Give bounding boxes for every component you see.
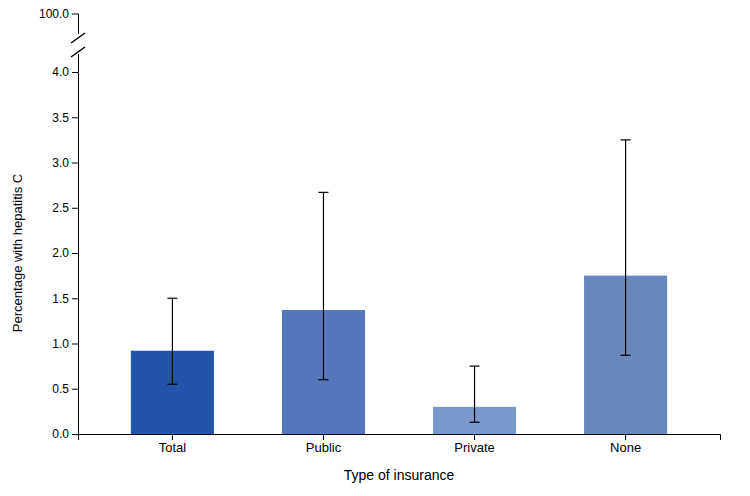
x-axis-line bbox=[79, 435, 721, 441]
y-tick-mark bbox=[72, 117, 78, 118]
error-bar bbox=[167, 298, 177, 384]
error-bar-stem bbox=[474, 366, 475, 422]
error-bar-cap-high bbox=[318, 192, 328, 193]
error-bar-cap-low bbox=[470, 422, 480, 423]
y-tick-label: 1.5 bbox=[52, 292, 69, 306]
y-tick-mark bbox=[72, 298, 78, 299]
marks bbox=[131, 140, 667, 434]
error-bar-stem bbox=[625, 140, 626, 355]
y-tick: 3.5 bbox=[52, 111, 78, 125]
x-tick-mark bbox=[323, 434, 324, 440]
y-tick-label: 1.0 bbox=[52, 337, 69, 351]
y-tick-mark bbox=[72, 208, 78, 209]
break-slash bbox=[71, 33, 85, 43]
error-bar-cap-high bbox=[470, 366, 480, 367]
x-tick: Private bbox=[454, 434, 494, 455]
axis-break bbox=[71, 14, 85, 72]
error-bar-stem bbox=[323, 192, 324, 379]
y-axis: 0.0 0.5 1.0 1.5 2.0 2.5 3.0 3.5 4.0 bbox=[52, 65, 78, 441]
y-tick-mark bbox=[72, 344, 78, 345]
x-tick: Total bbox=[159, 434, 187, 455]
y-tick: 0.5 bbox=[52, 382, 78, 396]
x-tick: None bbox=[610, 434, 641, 455]
error-bar-cap-low bbox=[621, 355, 631, 356]
x-tick: Public bbox=[306, 434, 342, 455]
y-tick: 1.5 bbox=[52, 292, 78, 306]
error-bar-cap-high bbox=[621, 139, 631, 140]
y-tick: 2.5 bbox=[52, 201, 78, 215]
y-tick-label: 0.5 bbox=[52, 382, 69, 396]
plot: Total Public Private None 0.0 0.5 1.0 1.5 2.0 2.5… bbox=[39, 7, 721, 455]
break-tick-mark bbox=[72, 14, 79, 15]
y-tick-mark bbox=[72, 253, 78, 254]
y-tick: 3.0 bbox=[52, 156, 78, 170]
y-tick-label: 0.0 bbox=[52, 427, 69, 441]
x-tick-mark bbox=[625, 434, 626, 440]
y-tick: 4.0 bbox=[52, 65, 78, 79]
chart: Total Public Private None 0.0 0.5 1.0 1.5 2.0 2.5… bbox=[0, 0, 750, 496]
x-tick-mark bbox=[172, 434, 173, 440]
y-axis-line bbox=[72, 73, 79, 435]
y-tick: 2.0 bbox=[52, 246, 78, 260]
x-tick-label: Public bbox=[306, 440, 342, 455]
annotation: 100.0 bbox=[39, 7, 69, 21]
x-tick-mark bbox=[474, 434, 475, 440]
x-tick-label: None bbox=[610, 440, 641, 455]
y-tick-label: 2.0 bbox=[52, 246, 69, 260]
error-bar-cap-low bbox=[167, 384, 177, 385]
error-bar-cap-low bbox=[318, 379, 328, 380]
break-slash bbox=[71, 47, 85, 57]
y-tick: 0.0 bbox=[52, 427, 78, 441]
x-axis: Total Public Private None bbox=[79, 434, 721, 455]
y-tick-label: 2.5 bbox=[52, 201, 69, 215]
y-tick-mark bbox=[72, 389, 78, 390]
error-bar bbox=[621, 140, 631, 355]
error-bar-cap-high bbox=[167, 298, 177, 299]
error-bar-stem bbox=[172, 298, 173, 384]
y-tick-mark bbox=[72, 72, 78, 73]
error-bar bbox=[318, 192, 328, 379]
error-bar bbox=[470, 366, 480, 422]
break-line-lower bbox=[78, 54, 79, 72]
break-line-upper bbox=[78, 14, 79, 34]
y-tick-label: 3.5 bbox=[52, 111, 69, 125]
x-axis-title: Type of insurance bbox=[344, 467, 455, 483]
y-axis-title: Percentage with hepatitis C bbox=[10, 174, 25, 332]
y-tick-mark bbox=[72, 434, 78, 435]
y-tick-mark bbox=[72, 163, 78, 164]
y-tick: 1.0 bbox=[52, 337, 78, 351]
x-tick-label: Total bbox=[159, 440, 187, 455]
x-tick-label: Private bbox=[454, 440, 494, 455]
y-tick-label: 3.0 bbox=[52, 156, 69, 170]
y-tick-label: 4.0 bbox=[52, 65, 69, 79]
